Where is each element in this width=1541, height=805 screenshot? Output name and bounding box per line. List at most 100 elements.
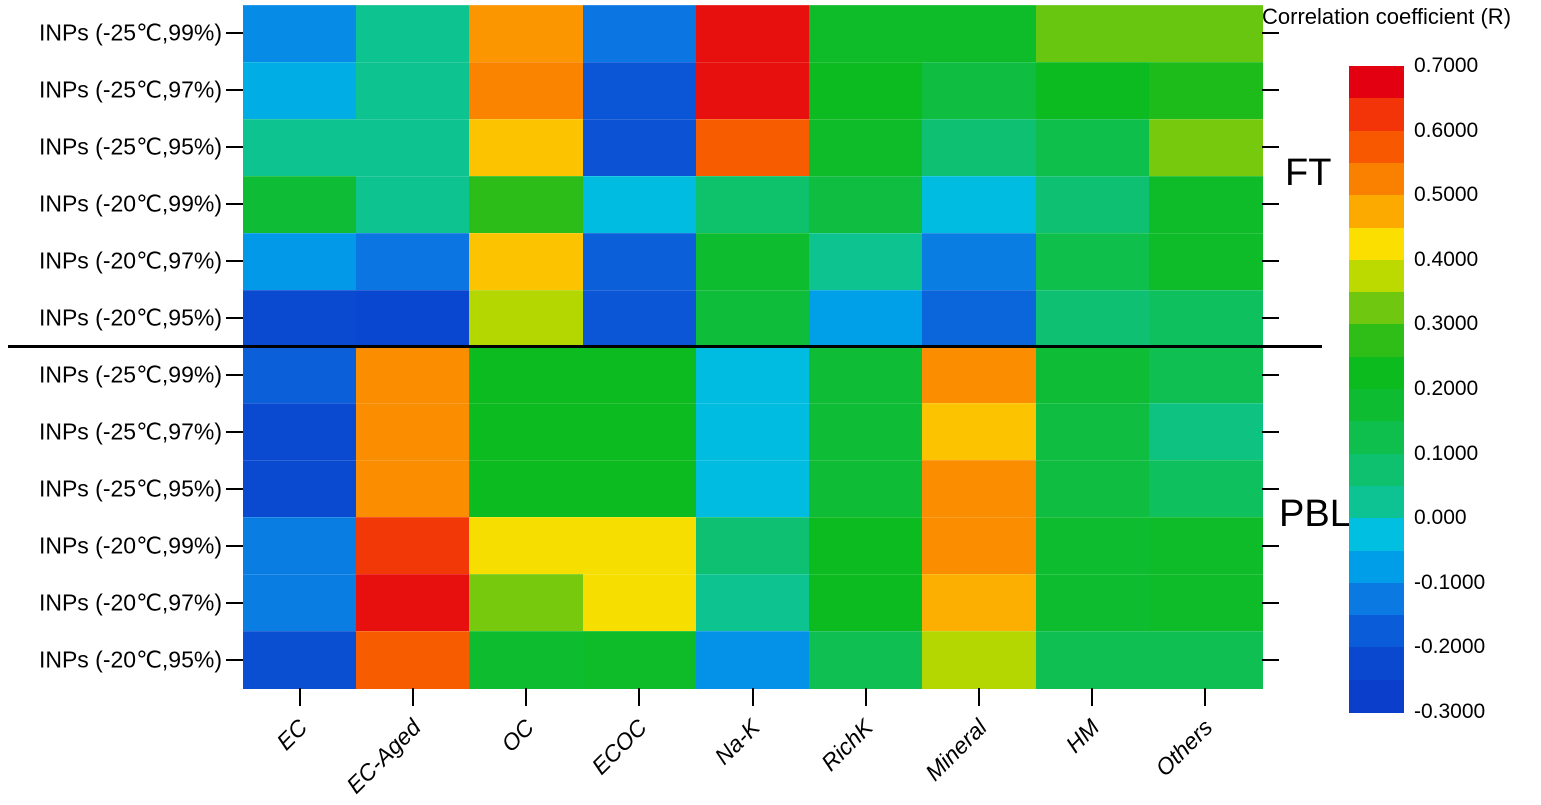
y-axis-tick-left [226, 260, 243, 263]
heatmap-cell [582, 5, 697, 63]
y-axis-tick-left [226, 373, 243, 376]
heatmap-cell [356, 5, 471, 63]
x-axis-column-label: Na-K [709, 714, 765, 770]
heatmap-cell [582, 118, 697, 177]
heatmap-cell [582, 631, 697, 689]
x-axis-column-label: RichK [816, 714, 879, 776]
heatmap-cell [243, 403, 357, 462]
heatmap-cell [582, 61, 697, 120]
x-axis-tick [298, 688, 301, 706]
y-axis-tick-right [1262, 430, 1279, 433]
heatmap-cell [243, 118, 357, 177]
heatmap-cell [809, 631, 924, 689]
heatmap-cell [356, 175, 471, 234]
x-axis-column-label: Others [1150, 714, 1218, 782]
y-axis-row-label: INPs (-20℃,95%) [38, 646, 222, 673]
y-axis-tick-left [226, 89, 243, 92]
colorbar-band [1349, 679, 1404, 713]
colorbar-band [1349, 485, 1404, 519]
heatmap-cell [243, 289, 357, 348]
y-axis-row-label: INPs (-20℃,99%) [38, 190, 222, 217]
heatmap-cell [582, 574, 697, 632]
y-axis-tick-left [226, 601, 243, 604]
heatmap-cell [695, 517, 810, 575]
heatmap-cell [922, 61, 1037, 120]
y-axis-tick-right [1262, 373, 1279, 376]
y-axis-row-label: INPs (-25℃,97%) [38, 76, 222, 103]
colorbar-tick-label: -0.2000 [1414, 635, 1486, 659]
colorbar [1349, 66, 1404, 713]
heatmap-cell [243, 631, 357, 689]
y-axis-tick-right [1262, 203, 1279, 206]
heatmap-cell [1148, 403, 1263, 462]
y-axis-row-label: INPs (-25℃,97%) [38, 418, 222, 445]
heatmap-cell [922, 460, 1037, 518]
colorbar-title: Correlation coefficient (R) [1262, 4, 1512, 29]
y-axis-tick-right [1262, 601, 1279, 604]
heatmap-cell [243, 460, 357, 518]
heatmap-cell [1148, 5, 1263, 63]
x-axis-column-label: EC-Aged [340, 714, 426, 799]
heatmap-cell [695, 289, 810, 348]
colorbar-tick-label: 0.1000 [1414, 441, 1479, 465]
y-axis-row-label: INPs (-25℃,95%) [38, 475, 222, 502]
heatmap-cell [922, 631, 1037, 689]
heatmap-cell [469, 517, 584, 575]
heatmap-cell [1148, 346, 1263, 405]
heatmap-cell [356, 61, 471, 120]
heatmap-cell [1035, 289, 1150, 348]
heatmap-cell [243, 517, 357, 575]
colorbar-tick-labels: 0.7000 0.6000 0.5000 0.4000 0.3000 0.2000 0.10… [1414, 54, 1534, 723]
y-axis-tick-right [1262, 658, 1279, 661]
heatmap-cell [243, 175, 357, 234]
y-axis-tick-right [1262, 544, 1279, 547]
heatmap-cell [922, 403, 1037, 462]
colorbar-band [1349, 227, 1404, 261]
heatmap-cell [809, 232, 924, 291]
heatmap-cell [243, 61, 357, 120]
heatmap-cell [695, 5, 810, 63]
colorbar-band [1349, 130, 1404, 164]
heatmap-cell [356, 631, 471, 689]
heatmap-cell [356, 346, 471, 405]
heatmap-cell [1035, 460, 1150, 518]
y-axis-row-label: INPs (-20℃,95%) [38, 304, 222, 331]
heatmap-cell [243, 574, 357, 632]
colorbar-band [1349, 615, 1404, 648]
heatmap-cell [1035, 517, 1150, 575]
heatmap-cell [356, 118, 471, 177]
colorbar-tick-label: 0.6000 [1414, 118, 1479, 142]
heatmap-cell [469, 346, 584, 405]
y-axis-tick-left [226, 203, 243, 206]
colorbar-band [1349, 324, 1404, 358]
x-axis-column-label: HM [1060, 714, 1105, 758]
heatmap-cell [695, 403, 810, 462]
heatmap-cell [1035, 574, 1150, 632]
heatmap-cell [922, 574, 1037, 632]
y-axis-tick-left [226, 32, 243, 35]
colorbar-band [1349, 195, 1404, 229]
heatmap-cell [922, 232, 1037, 291]
colorbar-band [1349, 421, 1404, 455]
heatmap-cell [356, 460, 471, 518]
colorbar-band [1349, 647, 1404, 681]
heatmap-cell [695, 175, 810, 234]
heatmap-cell [243, 5, 357, 63]
heatmap-cell [582, 403, 697, 462]
heatmap-cell [582, 232, 697, 291]
x-axis-tick [525, 688, 528, 706]
heatmap-cell [1148, 460, 1263, 518]
heatmap-cell [809, 61, 924, 120]
y-axis-row-label: INPs (-20℃,97%) [38, 247, 222, 274]
heatmap-cell [695, 574, 810, 632]
heatmap-cell [243, 232, 357, 291]
heatmap-cell [582, 517, 697, 575]
heatmap-cell [695, 460, 810, 518]
colorbar-band [1349, 356, 1404, 390]
x-axis-column-label: OC [495, 714, 539, 757]
colorbar-tick-label: 0.5000 [1414, 183, 1479, 207]
y-axis-row-label: INPs (-20℃,97%) [38, 589, 222, 616]
colorbar-band [1349, 66, 1404, 99]
heatmap-cell [469, 118, 584, 177]
panel-divider-line [8, 345, 1322, 348]
